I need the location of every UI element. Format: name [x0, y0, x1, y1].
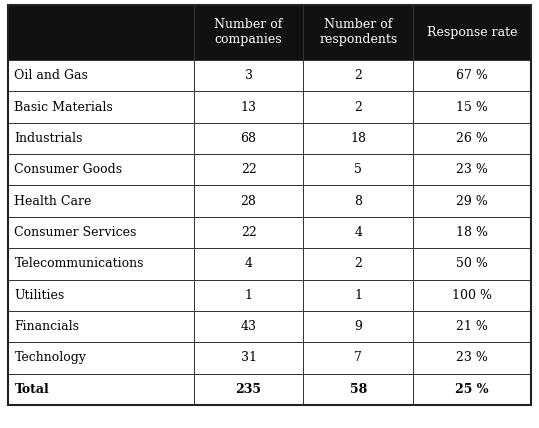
Bar [194, 311, 303, 342]
Bar [8, 311, 194, 342]
Bar [8, 60, 194, 91]
Bar [303, 5, 413, 60]
Bar [8, 374, 194, 405]
Bar [194, 374, 303, 405]
Text: 67 %: 67 % [456, 69, 488, 82]
Bar [194, 5, 303, 60]
Bar [303, 185, 413, 217]
Text: 26 %: 26 % [456, 132, 488, 145]
Text: 15 %: 15 % [456, 101, 488, 113]
Bar [303, 248, 413, 279]
Bar [8, 5, 194, 60]
Text: Financials: Financials [15, 320, 79, 333]
Bar [413, 185, 531, 217]
Bar [413, 374, 531, 405]
Bar [413, 248, 531, 279]
Bar [194, 217, 303, 248]
Bar [303, 374, 413, 405]
Bar [413, 311, 531, 342]
Bar [413, 123, 531, 154]
Bar [413, 279, 531, 311]
Text: 4: 4 [355, 226, 362, 239]
Text: 1: 1 [355, 289, 362, 302]
Bar [413, 91, 531, 123]
Bar [413, 60, 531, 91]
Text: 68: 68 [240, 132, 257, 145]
Text: Oil and Gas: Oil and Gas [15, 69, 88, 82]
Text: 18: 18 [350, 132, 367, 145]
Bar [303, 217, 413, 248]
Bar [8, 91, 194, 123]
Text: 23 %: 23 % [456, 163, 488, 176]
Text: 2: 2 [355, 69, 362, 82]
Bar [303, 311, 413, 342]
Bar [413, 5, 531, 60]
Bar [194, 91, 303, 123]
Text: Utilities: Utilities [15, 289, 65, 302]
Bar [194, 60, 303, 91]
Text: 50 %: 50 % [456, 257, 488, 270]
Text: 43: 43 [240, 320, 257, 333]
Bar [194, 342, 303, 374]
Text: Telecommunications: Telecommunications [15, 257, 144, 270]
Text: 9: 9 [355, 320, 362, 333]
Text: 18 %: 18 % [456, 226, 488, 239]
Bar [413, 342, 531, 374]
Bar [194, 154, 303, 185]
Text: 25 %: 25 % [455, 383, 489, 396]
Text: Number of
respondents: Number of respondents [319, 18, 398, 47]
Text: 58: 58 [350, 383, 367, 396]
Text: 2: 2 [355, 257, 362, 270]
Text: 3: 3 [245, 69, 253, 82]
Text: 5: 5 [355, 163, 362, 176]
Bar [303, 60, 413, 91]
Bar [303, 154, 413, 185]
Bar [303, 91, 413, 123]
Bar [303, 342, 413, 374]
Text: 31: 31 [240, 351, 257, 365]
Bar [194, 185, 303, 217]
Text: 23 %: 23 % [456, 351, 488, 365]
Text: Number of
companies: Number of companies [215, 18, 283, 47]
Text: Total: Total [15, 383, 49, 396]
Text: 2: 2 [355, 101, 362, 113]
Bar [194, 123, 303, 154]
Text: Technology: Technology [15, 351, 86, 365]
Bar [303, 279, 413, 311]
Bar [8, 342, 194, 374]
Bar [8, 123, 194, 154]
Text: 100 %: 100 % [452, 289, 492, 302]
Text: 235: 235 [236, 383, 261, 396]
Text: 1: 1 [245, 289, 253, 302]
Text: 29 %: 29 % [457, 195, 488, 208]
Text: Consumer Goods: Consumer Goods [15, 163, 122, 176]
Text: 21 %: 21 % [456, 320, 488, 333]
Text: 7: 7 [355, 351, 362, 365]
Text: 13: 13 [240, 101, 257, 113]
Bar [194, 279, 303, 311]
Text: Health Care: Health Care [15, 195, 92, 208]
Text: Consumer Services: Consumer Services [15, 226, 137, 239]
Bar [8, 185, 194, 217]
Text: 28: 28 [240, 195, 257, 208]
Bar [413, 154, 531, 185]
Bar [8, 217, 194, 248]
Bar [194, 248, 303, 279]
Text: Response rate: Response rate [427, 26, 517, 39]
Text: 22: 22 [241, 163, 257, 176]
Bar [303, 123, 413, 154]
Text: 22: 22 [241, 226, 257, 239]
Bar [8, 154, 194, 185]
Bar [8, 248, 194, 279]
Bar [8, 279, 194, 311]
Text: 8: 8 [355, 195, 362, 208]
Text: Basic Materials: Basic Materials [15, 101, 113, 113]
Text: 4: 4 [245, 257, 253, 270]
Bar [413, 217, 531, 248]
Text: Industrials: Industrials [15, 132, 83, 145]
